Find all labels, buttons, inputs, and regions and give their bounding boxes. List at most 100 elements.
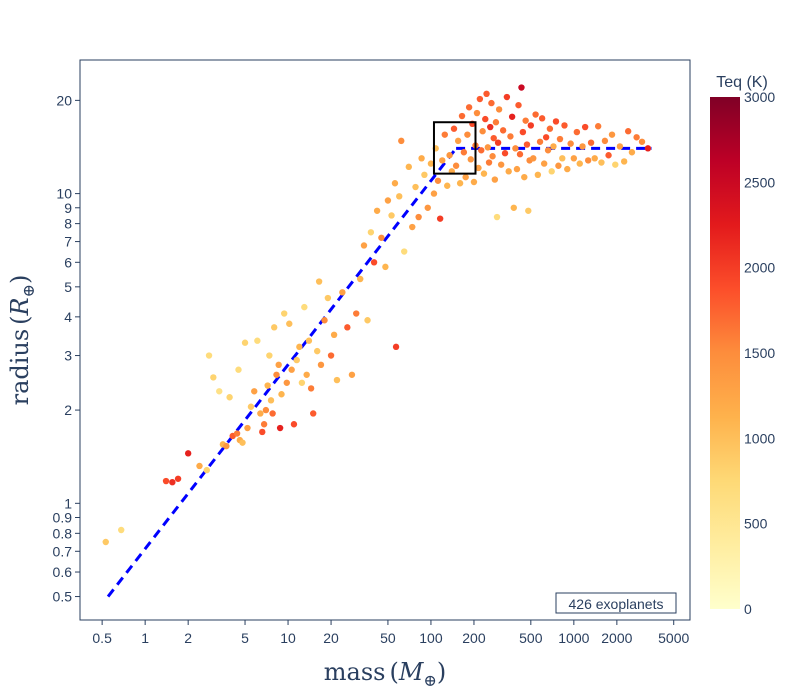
data-point xyxy=(507,133,514,140)
y-tick-label: 4 xyxy=(64,309,72,325)
data-point xyxy=(418,155,425,162)
data-point xyxy=(307,385,315,392)
data-point xyxy=(542,134,550,141)
y-tick-label: 8 xyxy=(64,216,72,232)
y-axis-title: radius(R⊕) xyxy=(6,275,38,406)
data-point xyxy=(434,177,442,184)
data-point xyxy=(555,162,562,169)
data-point xyxy=(247,403,255,410)
data-point xyxy=(270,324,278,331)
data-point xyxy=(564,165,571,173)
data-point xyxy=(616,143,624,150)
plot-area xyxy=(79,59,691,621)
highlight-box xyxy=(432,121,477,175)
data-point xyxy=(216,388,223,395)
data-point xyxy=(483,90,490,98)
data-point xyxy=(584,157,592,164)
colorbar-tick-label: 3000 xyxy=(744,89,775,105)
x-tick-label: 2 xyxy=(184,630,192,646)
y-tick-label: 7 xyxy=(64,234,72,250)
data-point xyxy=(118,526,125,534)
data-point xyxy=(573,128,581,136)
data-point xyxy=(556,135,564,143)
data-point xyxy=(223,442,230,450)
data-point xyxy=(536,138,544,145)
data-point xyxy=(460,149,468,156)
data-point xyxy=(444,182,451,189)
data-point xyxy=(273,371,280,378)
x-tick-label: 5 xyxy=(241,630,249,646)
data-point xyxy=(421,171,428,179)
data-point xyxy=(550,143,557,150)
x-tick-label: 0.5 xyxy=(92,630,112,646)
data-point xyxy=(570,155,578,162)
data-point xyxy=(598,159,605,166)
data-point xyxy=(233,430,241,437)
data-point xyxy=(259,428,266,436)
data-point xyxy=(415,213,422,221)
data-point xyxy=(239,439,246,446)
data-point xyxy=(184,450,192,457)
data-point xyxy=(296,343,303,351)
y-tick-label: 2 xyxy=(64,402,72,418)
data-point xyxy=(251,388,258,395)
data-point xyxy=(587,139,595,146)
data-point xyxy=(269,410,276,417)
data-point xyxy=(559,155,566,162)
data-point xyxy=(339,289,346,296)
y-tick-label: 0.9 xyxy=(53,509,73,525)
data-point xyxy=(633,134,640,141)
data-point xyxy=(491,176,499,183)
data-point xyxy=(456,180,464,187)
data-point xyxy=(314,347,321,355)
data-point xyxy=(288,366,295,373)
data-point xyxy=(384,197,392,204)
y-tick-label: 0.5 xyxy=(53,589,73,605)
annotation-box xyxy=(555,592,677,614)
data-point xyxy=(480,170,488,177)
data-point xyxy=(441,131,448,138)
data-point xyxy=(244,424,251,432)
colorbar-tick-label: 1000 xyxy=(744,430,775,446)
data-point xyxy=(450,125,458,132)
data-point xyxy=(605,152,612,159)
data-point xyxy=(567,140,574,147)
annotation-label: 426 exoplanets xyxy=(569,596,664,612)
data-point xyxy=(401,248,408,255)
data-point xyxy=(293,356,300,364)
data-point xyxy=(478,147,485,154)
data-point xyxy=(262,406,270,414)
data-point xyxy=(538,115,546,122)
data-point xyxy=(315,278,323,285)
data-point xyxy=(487,123,494,131)
data-point xyxy=(430,190,438,197)
colorbar-tick-label: 0 xyxy=(744,601,752,617)
data-point xyxy=(527,122,535,129)
data-point xyxy=(594,123,602,130)
data-point xyxy=(512,145,519,152)
y-tick-label: 0.6 xyxy=(53,564,73,580)
data-point xyxy=(330,331,338,339)
data-points xyxy=(102,84,652,546)
data-point xyxy=(522,117,529,124)
data-point xyxy=(324,294,332,302)
data-point xyxy=(357,275,364,283)
data-point xyxy=(485,159,493,166)
data-point xyxy=(508,113,516,120)
data-point xyxy=(301,303,308,311)
data-point xyxy=(479,128,486,135)
data-point xyxy=(561,122,568,129)
x-tick-label: 20 xyxy=(323,630,339,646)
x-tick-label: 1 xyxy=(141,630,149,646)
data-point xyxy=(452,162,460,169)
data-point xyxy=(495,106,503,113)
data-point xyxy=(513,165,521,173)
data-point xyxy=(644,145,652,152)
colorbar-tick-label: 500 xyxy=(744,516,768,532)
data-point xyxy=(540,160,548,167)
data-point xyxy=(546,125,554,132)
data-point xyxy=(235,366,242,373)
y-tick-label: 6 xyxy=(64,254,72,270)
data-point xyxy=(321,317,328,324)
